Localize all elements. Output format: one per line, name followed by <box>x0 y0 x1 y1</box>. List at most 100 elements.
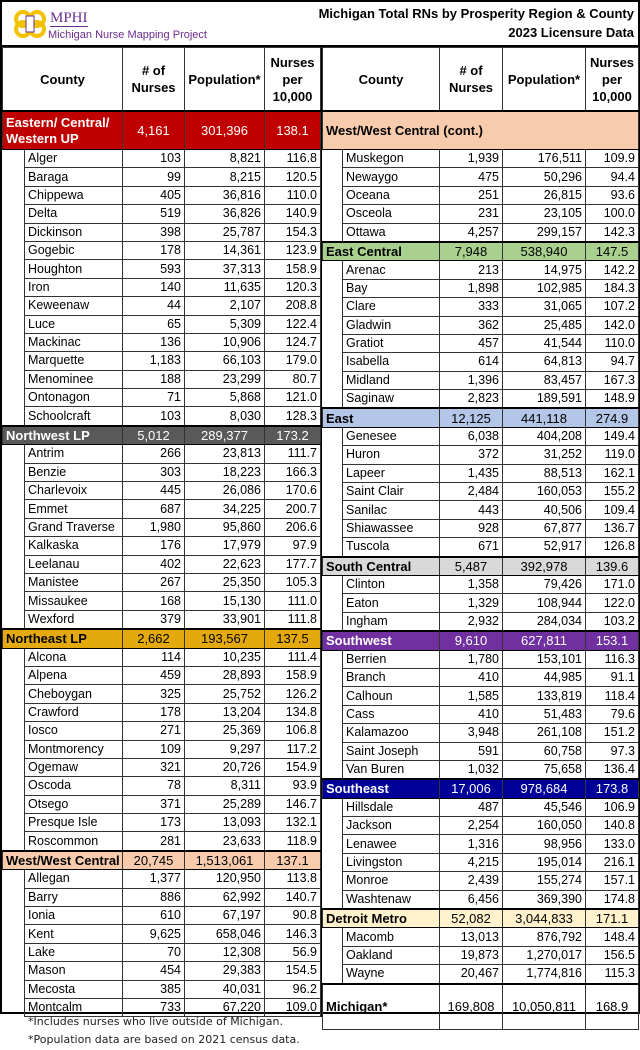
county-population: 62,992 <box>184 887 265 908</box>
county-row: Oakland 19,873 1,270,017 156.5 <box>322 945 639 966</box>
county-population: 120,950 <box>184 869 265 889</box>
region-nurses: 9,610 <box>439 630 503 651</box>
indent-cell <box>2 149 25 168</box>
county-nurses: 410 <box>439 667 503 688</box>
county-population: 23,105 <box>502 204 586 224</box>
county-row: Cass 410 51,483 79.6 <box>322 704 639 725</box>
county-row: Lapeer 1,435 88,513 162.1 <box>322 463 639 484</box>
indent-cell <box>322 149 343 168</box>
county-per10k: 100.0 <box>585 204 639 224</box>
region-population: 627,811 <box>502 630 586 651</box>
county-name: Saint Joseph <box>342 741 440 761</box>
total-population: 10,050,811 <box>502 982 586 1030</box>
county-name: Marquette <box>24 351 123 371</box>
county-nurses: 4,215 <box>439 852 503 873</box>
county-per10k: 140.8 <box>585 816 639 836</box>
county-nurses: 2,484 <box>439 482 503 502</box>
county-name: Houghton <box>24 259 123 279</box>
county-row: Alger 103 8,821 116.8 <box>2 148 321 169</box>
county-nurses: 410 <box>439 704 503 725</box>
region-name: Northeast LP <box>2 628 123 649</box>
region-row: Northeast LP 2,662 193,567 137.5 <box>2 628 321 649</box>
indent-cell <box>2 869 25 889</box>
county-name: Jackson <box>342 816 440 836</box>
region-row: Northwest LP 5,012 289,377 173.2 <box>2 424 321 446</box>
region-name: East <box>322 407 440 428</box>
indent-cell <box>2 610 25 630</box>
region-nurses: 52,082 <box>439 908 503 929</box>
region-nurses: 17,006 <box>439 778 503 799</box>
indent-cell <box>2 536 25 556</box>
header-row: County # of Nurses Population* Nurses per 1… <box>2 47 321 112</box>
indent-cell <box>322 167 343 187</box>
county-nurses: 9,625 <box>122 924 185 944</box>
county-name: Wayne <box>342 964 440 985</box>
header-row: County # of Nurses Population* Nurses per 1… <box>322 47 639 112</box>
county-name: Lapeer <box>342 463 440 484</box>
county-population: 13,204 <box>184 702 265 723</box>
county-row: Jackson 2,254 160,050 140.8 <box>322 816 639 836</box>
indent-cell <box>2 666 25 685</box>
county-population: 25,289 <box>184 794 265 815</box>
county-nurses: 303 <box>122 462 185 483</box>
column-header-per10k: Nurses per 10,000 <box>585 47 639 112</box>
county-population: 133,819 <box>502 686 586 706</box>
county-nurses: 71 <box>122 388 185 408</box>
county-population: 195,014 <box>502 852 586 873</box>
county-population: 14,361 <box>184 240 265 261</box>
region-name: Eastern/ Central/ Western UP <box>2 110 123 150</box>
county-nurses: 188 <box>122 369 185 390</box>
county-nurses: 178 <box>122 702 185 723</box>
county-name: Washtenaw <box>342 889 440 910</box>
indent-cell <box>322 742 343 761</box>
county-name: Dickinson <box>24 222 123 242</box>
county-row: Gratiot 457 41,544 110.0 <box>322 333 639 354</box>
county-population: 79,426 <box>502 574 586 595</box>
county-population: 50,296 <box>502 167 586 187</box>
county-row: Ontonagon 71 5,868 121.0 <box>2 388 321 408</box>
county-nurses: 362 <box>439 315 503 335</box>
county-nurses: 213 <box>439 260 503 280</box>
county-per10k: 200.7 <box>264 499 321 519</box>
region-nurses: 7,948 <box>439 240 503 262</box>
county-nurses: 325 <box>122 684 185 704</box>
county-nurses: 459 <box>122 665 185 686</box>
county-population: 299,157 <box>502 222 586 243</box>
county-per10k: 148.4 <box>585 927 639 947</box>
region-population: 1,513,061 <box>184 849 265 871</box>
region-name: West/West Central (cont.) <box>322 110 639 150</box>
county-per10k: 120.5 <box>264 167 321 187</box>
indent-cell <box>2 924 25 944</box>
county-nurses: 398 <box>122 222 185 242</box>
county-per10k: 162.1 <box>585 463 639 484</box>
county-name: Gratiot <box>342 333 440 354</box>
indent-cell <box>2 388 25 407</box>
county-name: Lenawee <box>342 834 440 854</box>
county-name: Presque Isle <box>24 813 123 833</box>
county-nurses: 333 <box>439 297 503 317</box>
county-name: Iron <box>24 277 123 298</box>
county-nurses: 886 <box>122 887 185 908</box>
county-nurses: 3,948 <box>439 723 503 743</box>
county-per10k: 134.8 <box>264 702 321 723</box>
indent-cell <box>2 980 25 999</box>
total-name: Michigan* <box>322 982 440 1030</box>
county-per10k: 156.5 <box>585 945 639 966</box>
county-row: Roscommon 281 23,633 118.9 <box>2 831 321 852</box>
county-per10k: 97.3 <box>585 741 639 761</box>
county-population: 44,985 <box>502 667 586 688</box>
county-population: 26,086 <box>184 481 265 501</box>
indent-cell <box>322 279 343 298</box>
county-name: Charlevoix <box>24 481 123 501</box>
county-row: Ottawa 4,257 299,157 142.3 <box>322 222 639 243</box>
indent-cell <box>322 537 343 557</box>
left-table-section: County # of Nurses Population* Nurses per 1… <box>2 47 322 1018</box>
county-population: 9,297 <box>184 739 265 759</box>
county-per10k: 80.7 <box>264 369 321 390</box>
region-per10k: 137.1 <box>264 849 321 871</box>
county-population: 33,901 <box>184 609 265 630</box>
county-name: Shiawassee <box>342 518 440 539</box>
county-name: Ontonagon <box>24 388 123 408</box>
county-nurses: 70 <box>122 942 185 963</box>
